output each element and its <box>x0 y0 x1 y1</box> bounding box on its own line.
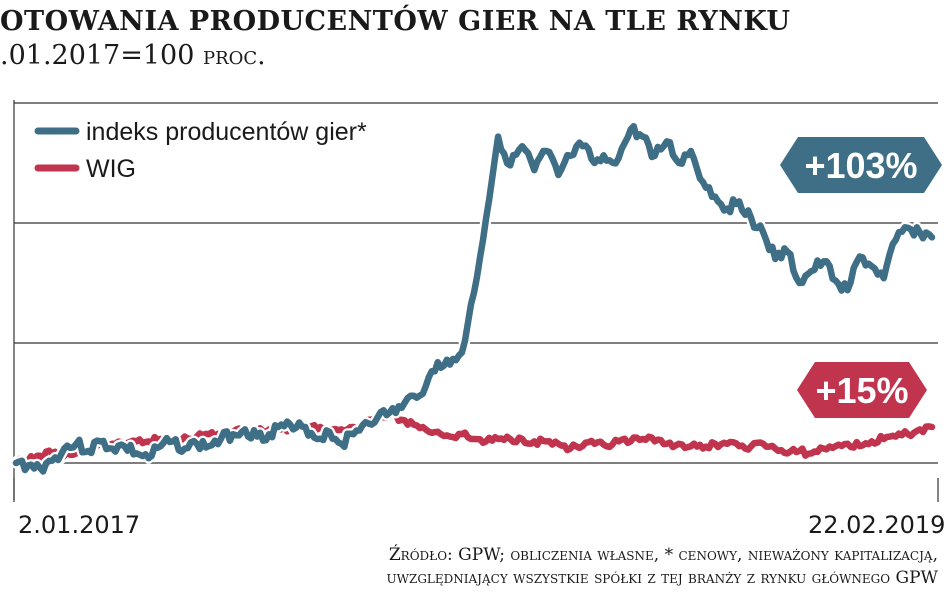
callout-games-badge <box>780 137 942 193</box>
source-note-line1: Źródło: GPW; obliczenia własne, * cenowy… <box>388 545 938 565</box>
subtitle-unit: proc. <box>203 41 266 71</box>
callout-wig-text: +15% <box>815 370 908 411</box>
x-tick-end: 22.02.2019 <box>808 511 946 539</box>
x-tick-start: 2.01.2017 <box>18 511 141 539</box>
chart-subtitle: .01.2017=100 proc. <box>0 40 265 71</box>
legend-item-games-label: indeks producentów gier* <box>86 118 367 146</box>
series-games-line <box>12 122 936 475</box>
callout-games-text: +103% <box>804 145 917 186</box>
subtitle-base: .01.2017=100 <box>0 40 195 71</box>
callout-wig-badge <box>797 362 927 418</box>
source-note-line2: uwzględniający wszystkie spółki z tej br… <box>386 568 938 588</box>
legend-item-wig-label: WIG <box>86 155 136 183</box>
chart-title: OTOWANIA PRODUCENTÓW GIER NA TLE RYNKU <box>0 6 791 37</box>
